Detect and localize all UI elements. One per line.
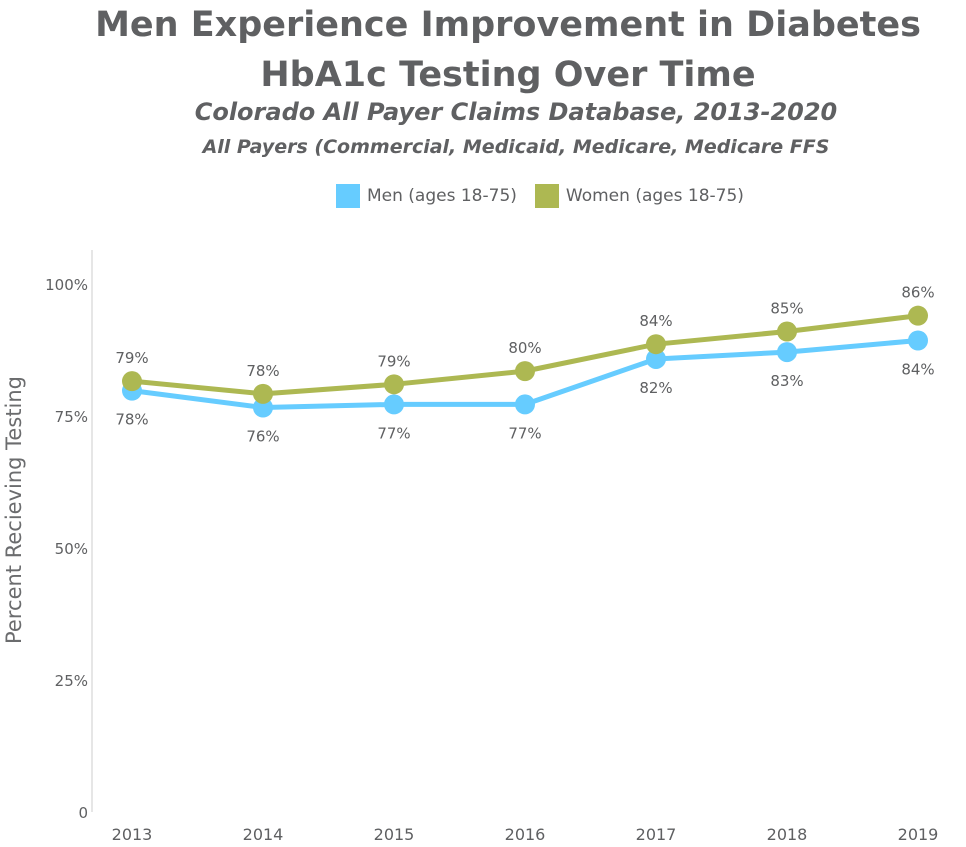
data-label-women: 78% <box>246 362 279 380</box>
title-line-2: HbA1c Testing Over Time <box>260 55 756 95</box>
data-label-men: 83% <box>770 372 803 390</box>
chart-title: Men Experience Improvement in Diabetes H… <box>0 0 966 100</box>
data-point-men <box>384 394 404 415</box>
legend-label-men: Men (ages 18-75) <box>367 186 517 206</box>
legend-swatch-men <box>336 184 360 208</box>
data-point-men <box>777 342 797 363</box>
data-label-men: 77% <box>508 424 541 442</box>
data-label-women: 85% <box>770 300 803 318</box>
data-point-women <box>777 321 797 342</box>
data-label-men: 84% <box>901 360 934 378</box>
data-label-women: 79% <box>377 352 410 370</box>
data-point-women <box>122 371 142 392</box>
data-point-women <box>908 305 928 326</box>
y-tick-label: 25% <box>55 672 88 690</box>
x-tick-label: 2014 <box>243 825 284 844</box>
data-label-women: 80% <box>508 339 541 357</box>
data-label-men: 77% <box>377 424 410 442</box>
title-line-1: Men Experience Improvement in Diabetes <box>95 5 921 45</box>
data-label-men: 78% <box>115 411 148 429</box>
data-point-women <box>253 383 273 404</box>
x-tick-label: 2015 <box>374 825 415 844</box>
data-label-women: 86% <box>901 284 934 302</box>
data-label-men: 76% <box>246 428 279 446</box>
x-tick-label: 2013 <box>112 825 153 844</box>
data-point-women <box>384 374 404 395</box>
y-tick-label: 75% <box>55 408 88 426</box>
x-tick-label: 2019 <box>898 825 939 844</box>
legend-item-women: Women (ages 18-75) <box>534 184 744 208</box>
legend-label-women: Women (ages 18-75) <box>565 186 744 206</box>
data-point-women <box>515 361 535 382</box>
legend-swatch-women <box>534 184 559 208</box>
data-label-women: 84% <box>639 312 672 330</box>
y-tick-label: 100% <box>45 276 88 294</box>
chart-subtitle: Colorado All Payer Claims Database, 2013… <box>194 98 838 126</box>
data-point-men <box>908 330 928 351</box>
x-tick-label: 2016 <box>505 825 546 844</box>
data-label-men: 82% <box>639 379 672 397</box>
chart-subtitle-2: All Payers (Commercial, Medicaid, Medica… <box>202 136 830 158</box>
legend-item-men: Men (ages 18-75) <box>336 184 517 208</box>
x-tick-label: 2018 <box>767 825 808 844</box>
x-tick-label: 2017 <box>636 825 677 844</box>
data-point-men <box>515 394 535 415</box>
data-point-men <box>646 348 666 369</box>
data-point-women <box>646 334 666 355</box>
legend: Men (ages 18-75) Women (ages 18-75) <box>336 182 744 210</box>
y-tick-label: 0 <box>78 804 88 822</box>
data-point-men <box>253 397 273 418</box>
data-label-women: 79% <box>115 349 148 367</box>
y-tick-label: 50% <box>55 540 88 558</box>
